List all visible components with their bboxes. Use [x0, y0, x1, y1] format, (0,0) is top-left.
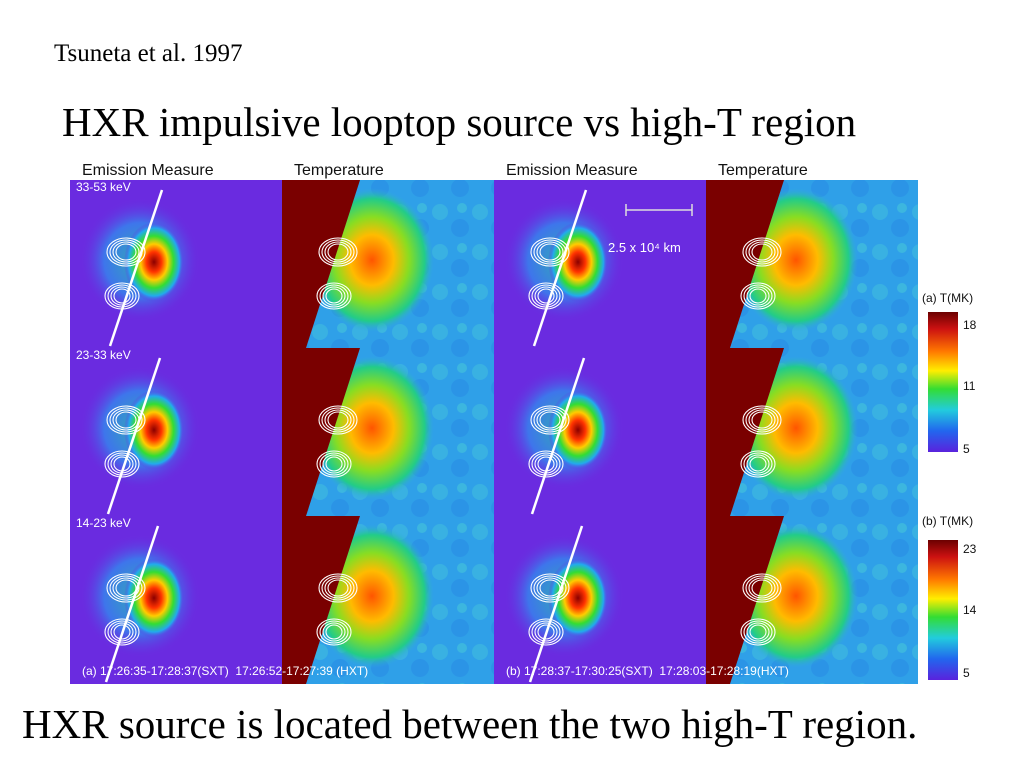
colorbar-b-tick: 23 — [963, 542, 977, 556]
column-header-temp-a: Temperature — [294, 162, 384, 179]
temperature-map — [282, 180, 494, 348]
slide-caption: HXR source is located between the two hi… — [22, 701, 918, 747]
emission-measure-map — [70, 348, 282, 516]
column-header-temp-b: Temperature — [718, 162, 808, 179]
column-header-em-b: Emission Measure — [506, 162, 638, 179]
colorbar-a-tick: 11 — [963, 379, 976, 393]
temperature-map — [282, 516, 494, 684]
figure-canvas — [70, 180, 958, 684]
scale-bar-label: 2.5 x 10⁴ km — [608, 240, 681, 255]
colorbar-b-label: (b) T(MK) — [922, 514, 974, 528]
scale-bar — [625, 204, 693, 216]
colorbar-a-tick: 5 — [963, 442, 970, 456]
emission-measure-map — [494, 348, 706, 516]
temperature-map — [282, 348, 494, 516]
emission-measure-map — [70, 180, 282, 348]
emission-measure-map — [70, 516, 282, 684]
emission-measure-map — [494, 180, 706, 348]
energy-band-label-2: 23-33 keV — [76, 348, 131, 362]
temperature-map — [706, 180, 918, 348]
energy-band-label-3: 14-23 keV — [76, 516, 131, 530]
colorbar-a-label: (a) T(MK) — [922, 291, 974, 305]
solar-flare-figure: Emission Measure Temperature Emission Me… — [70, 160, 995, 690]
emission-measure-map — [494, 516, 706, 684]
panel-a-time-label: (a) 17:26:35-17:28:37(SXT) 17:26:52-17:2… — [82, 664, 369, 678]
column-header-em-a: Emission Measure — [82, 162, 214, 179]
panel-b-time-label: (b) 17:28:37-17:30:25(SXT) 17:28:03-17:2… — [506, 664, 789, 678]
energy-band-label-1: 33-53 keV — [76, 180, 131, 194]
colorbar-b-tick: 5 — [963, 666, 970, 680]
colorbar-b-tick: 14 — [963, 603, 977, 617]
citation: Tsuneta et al. 1997 — [54, 40, 243, 67]
slide-title: HXR impulsive looptop source vs high-T r… — [62, 99, 857, 145]
temperature-map — [706, 348, 918, 516]
colorbar-a — [928, 312, 958, 452]
temperature-map — [706, 516, 918, 684]
colorbar-b — [928, 540, 958, 680]
colorbar-a-tick: 18 — [963, 318, 977, 332]
